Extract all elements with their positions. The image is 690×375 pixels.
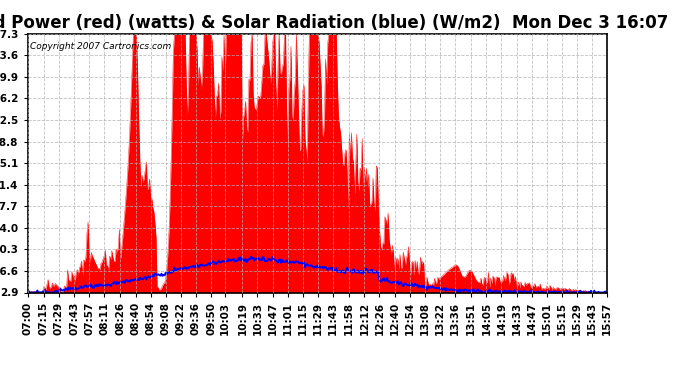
Title: Grid Power (red) (watts) & Solar Radiation (blue) (W/m2)  Mon Dec 3 16:07: Grid Power (red) (watts) & Solar Radiati… xyxy=(0,14,669,32)
Text: Copyright 2007 Cartronics.com: Copyright 2007 Cartronics.com xyxy=(30,42,172,51)
